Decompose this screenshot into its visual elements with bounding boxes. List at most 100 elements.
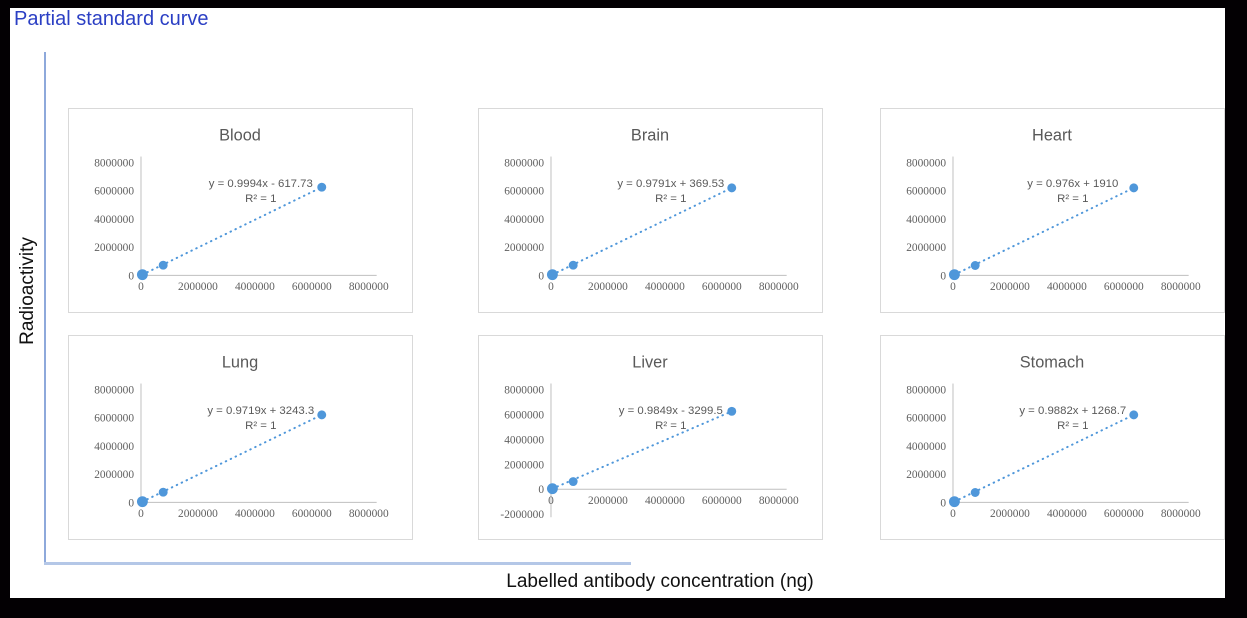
data-point (136, 269, 148, 281)
x-axis-tick-label: 6000000 (292, 281, 332, 293)
x-axis-tick-label: 4000000 (235, 281, 275, 293)
x-axis-tick-label: 0 (548, 281, 554, 293)
data-point (317, 182, 327, 192)
page-title: Partial standard curve (14, 8, 209, 30)
chart-panel-stomach: Stomach 0 2000000 4000000 6000000 8000000 0 200… (880, 335, 1225, 540)
y-axis-tick-label: 2000000 (504, 242, 544, 254)
x-axis-tick-label: 6000000 (702, 495, 742, 507)
y-axis-tick-label: 4000000 (504, 434, 544, 446)
y-axis-tick-label: 0 (538, 270, 544, 282)
y-axis-tick-label: 8000000 (94, 157, 134, 169)
chart-title: Stomach (1020, 354, 1084, 372)
y-axis-tick-label: 4000000 (906, 441, 946, 453)
y-axis-tick-label: 2000000 (94, 242, 134, 254)
chart-canvas-stomach: Stomach 0 2000000 4000000 6000000 8000000 0 200… (906, 354, 1201, 521)
y-axis-tick-label: 4000000 (94, 214, 134, 226)
chart-canvas-blood: Blood 0 2000000 4000000 6000000 8000000 0 20000… (94, 127, 389, 294)
y-axis-tick-label: 0 (940, 270, 946, 282)
data-point (546, 483, 558, 495)
trendline (953, 413, 1135, 503)
y-axis-tick-label: 6000000 (906, 186, 946, 198)
y-axis-tick-label: 2000000 (906, 242, 946, 254)
y-axis-tick-label: 8000000 (906, 384, 946, 396)
y-axis-tick-label: 6000000 (504, 409, 544, 421)
equation-label: y = 0.9791x + 369.53 (617, 178, 724, 190)
equation-label: y = 0.976x + 1910 (1027, 178, 1118, 190)
x-axis-tick-label: 0 (138, 281, 144, 293)
equation-label: y = 0.9994x - 617.73 (209, 178, 313, 190)
y-axis-tick-label: 0 (538, 484, 544, 496)
x-axis-tick-label: 0 (950, 281, 956, 293)
y-axis-tick-label: 8000000 (504, 384, 544, 396)
x-axis-tick-label: 2000000 (990, 508, 1030, 520)
outer-x-axis-line (44, 562, 631, 565)
x-axis-tick-label: 6000000 (292, 508, 332, 520)
x-axis-tick-label: 0 (138, 508, 144, 520)
x-axis-tick-label: 0 (950, 508, 956, 520)
chart-panel-liver: Liver -2000000 0 2000000 4000000 6000000 80000… (478, 335, 823, 540)
equation-label: y = 0.9849x - 3299.5 (619, 405, 723, 417)
r-squared-label: R² = 1 (1057, 420, 1088, 432)
data-point (317, 410, 327, 420)
y-axis-tick-label: 6000000 (94, 186, 134, 198)
x-axis-tick-label: 4000000 (645, 281, 685, 293)
chart-canvas-brain: Brain 0 2000000 4000000 6000000 8000000 0 20000… (504, 127, 799, 294)
trendline (551, 186, 733, 276)
y-axis-tick-label: 2000000 (504, 459, 544, 471)
chart-panel-blood: Blood 0 2000000 4000000 6000000 8000000 0 20000… (68, 108, 413, 313)
data-point (568, 477, 578, 487)
r-squared-label: R² = 1 (655, 420, 686, 432)
x-axis-title: Labelled antibody concentration (ng) (506, 571, 814, 592)
x-axis-tick-label: 6000000 (1104, 508, 1144, 520)
y-axis-tick-label: 8000000 (504, 157, 544, 169)
x-axis-tick-label: 4000000 (1047, 508, 1087, 520)
chart-title: Lung (222, 354, 258, 372)
chart-panel-lung: Lung 0 2000000 4000000 6000000 8000000 0 200000… (68, 335, 413, 540)
equation-label: y = 0.9719x + 3243.3 (207, 405, 314, 417)
x-axis-tick-label: 8000000 (1161, 508, 1201, 520)
data-point (727, 183, 737, 193)
data-point (158, 487, 168, 497)
chart-title: Blood (219, 127, 261, 145)
data-point (970, 261, 980, 270)
figure-canvas: Partial standard curve Radioactivity Lab… (10, 8, 1225, 598)
x-axis-tick-label: 8000000 (759, 281, 799, 293)
x-axis-tick-label: 2000000 (178, 508, 218, 520)
data-point (568, 260, 578, 270)
x-axis-tick-label: 8000000 (759, 495, 799, 507)
data-point (546, 269, 558, 281)
chart-panel-heart: Heart 0 2000000 4000000 6000000 8000000 0 20000… (880, 108, 1225, 313)
outer-y-axis-line (44, 52, 46, 565)
trendline (141, 186, 323, 276)
y-axis-tick-label: 2000000 (94, 469, 134, 481)
x-axis-tick-label: 4000000 (645, 495, 685, 507)
y-axis-tick-label: 4000000 (906, 214, 946, 226)
y-axis-tick-label: 0 (128, 270, 134, 282)
chart-title: Brain (631, 127, 669, 145)
data-point (970, 488, 980, 497)
data-point (158, 260, 168, 270)
chart-canvas-heart: Heart 0 2000000 4000000 6000000 8000000 0 20000… (906, 127, 1201, 294)
x-axis-tick-label: 8000000 (349, 508, 389, 520)
x-axis-tick-label: 6000000 (702, 281, 742, 293)
chart-canvas-lung: Lung 0 2000000 4000000 6000000 8000000 0 200000… (94, 354, 389, 521)
y-axis-tick-label: 8000000 (906, 157, 946, 169)
r-squared-label: R² = 1 (245, 420, 276, 432)
y-axis-tick-label: 6000000 (504, 186, 544, 198)
x-axis-tick-label: 4000000 (235, 508, 275, 520)
r-squared-label: R² = 1 (1057, 193, 1088, 205)
chart-title: Liver (632, 354, 668, 372)
x-axis-tick-label: 6000000 (1104, 281, 1144, 293)
y-axis-tick-label: 8000000 (94, 384, 134, 396)
data-point (1129, 410, 1139, 420)
y-axis-tick-label: 2000000 (906, 469, 946, 481)
y-axis-tick-label: 6000000 (906, 413, 946, 425)
y-axis-tick-label: 6000000 (94, 413, 134, 425)
x-axis-tick-label: 4000000 (1047, 281, 1087, 293)
x-axis-tick-label: 2000000 (588, 495, 628, 507)
x-axis-tick-label: 8000000 (1161, 281, 1201, 293)
data-point (948, 269, 960, 281)
data-point (1129, 183, 1139, 193)
data-point (727, 406, 737, 416)
y-axis-tick-label: 4000000 (504, 214, 544, 226)
